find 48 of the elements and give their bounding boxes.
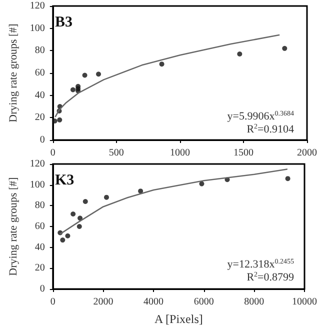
point — [285, 176, 290, 182]
x-axis-title: A [Pixels] — [154, 312, 203, 326]
point — [237, 52, 242, 57]
x-tick-label: 0 — [50, 148, 56, 158]
point — [78, 216, 83, 221]
text: K3 — [55, 172, 74, 188]
y-axis-title: Drying rate groups [#] — [8, 24, 20, 122]
point — [138, 188, 144, 194]
x-tick-label: 0 — [50, 296, 56, 308]
x-tick-label: 1000 — [170, 148, 190, 158]
point — [82, 199, 88, 204]
x-tick-label: 2000 — [93, 296, 114, 308]
y-tick-label: 20 — [34, 112, 45, 124]
x-tick-label: 500 — [108, 148, 124, 158]
point — [65, 233, 70, 238]
x-tick-label: 6000 — [194, 296, 214, 308]
point — [159, 62, 164, 67]
point — [70, 212, 76, 216]
y-tick-label: 40 — [34, 90, 45, 101]
y-tick-label: 20 — [34, 262, 45, 274]
y-tick-label: 40 — [34, 242, 45, 253]
point — [60, 238, 66, 243]
x-tick-label: 4000 — [144, 296, 164, 308]
x-tick-label: 2000 — [297, 148, 317, 158]
x-tick-label: 10000 — [292, 296, 317, 308]
y-tick-label: 100 — [30, 179, 45, 190]
y-tick-label: 80 — [34, 200, 45, 212]
point — [199, 181, 204, 186]
y-tick-label: 120 — [30, 158, 45, 170]
text: B3 — [55, 14, 73, 30]
y-axis-title: Drying rate groups [#] — [8, 177, 20, 276]
point — [104, 194, 109, 200]
point — [52, 118, 58, 124]
x-tick-label: 8000 — [244, 296, 264, 308]
y-tick-label: 100 — [30, 22, 45, 34]
y-tick-label: 80 — [34, 45, 45, 56]
x-tick-label: 1500 — [233, 148, 254, 158]
y-tick-label: 120 — [30, 0, 45, 12]
point — [82, 72, 88, 78]
point — [76, 224, 82, 229]
point — [282, 46, 288, 51]
point — [57, 117, 62, 122]
y-tick-label: 0 — [40, 284, 45, 294]
point — [70, 87, 76, 92]
point — [96, 72, 102, 77]
y-tick-label: 60 — [34, 68, 45, 78]
y-tick-label: 0 — [40, 134, 45, 146]
y-tick-label: 60 — [34, 221, 45, 232]
